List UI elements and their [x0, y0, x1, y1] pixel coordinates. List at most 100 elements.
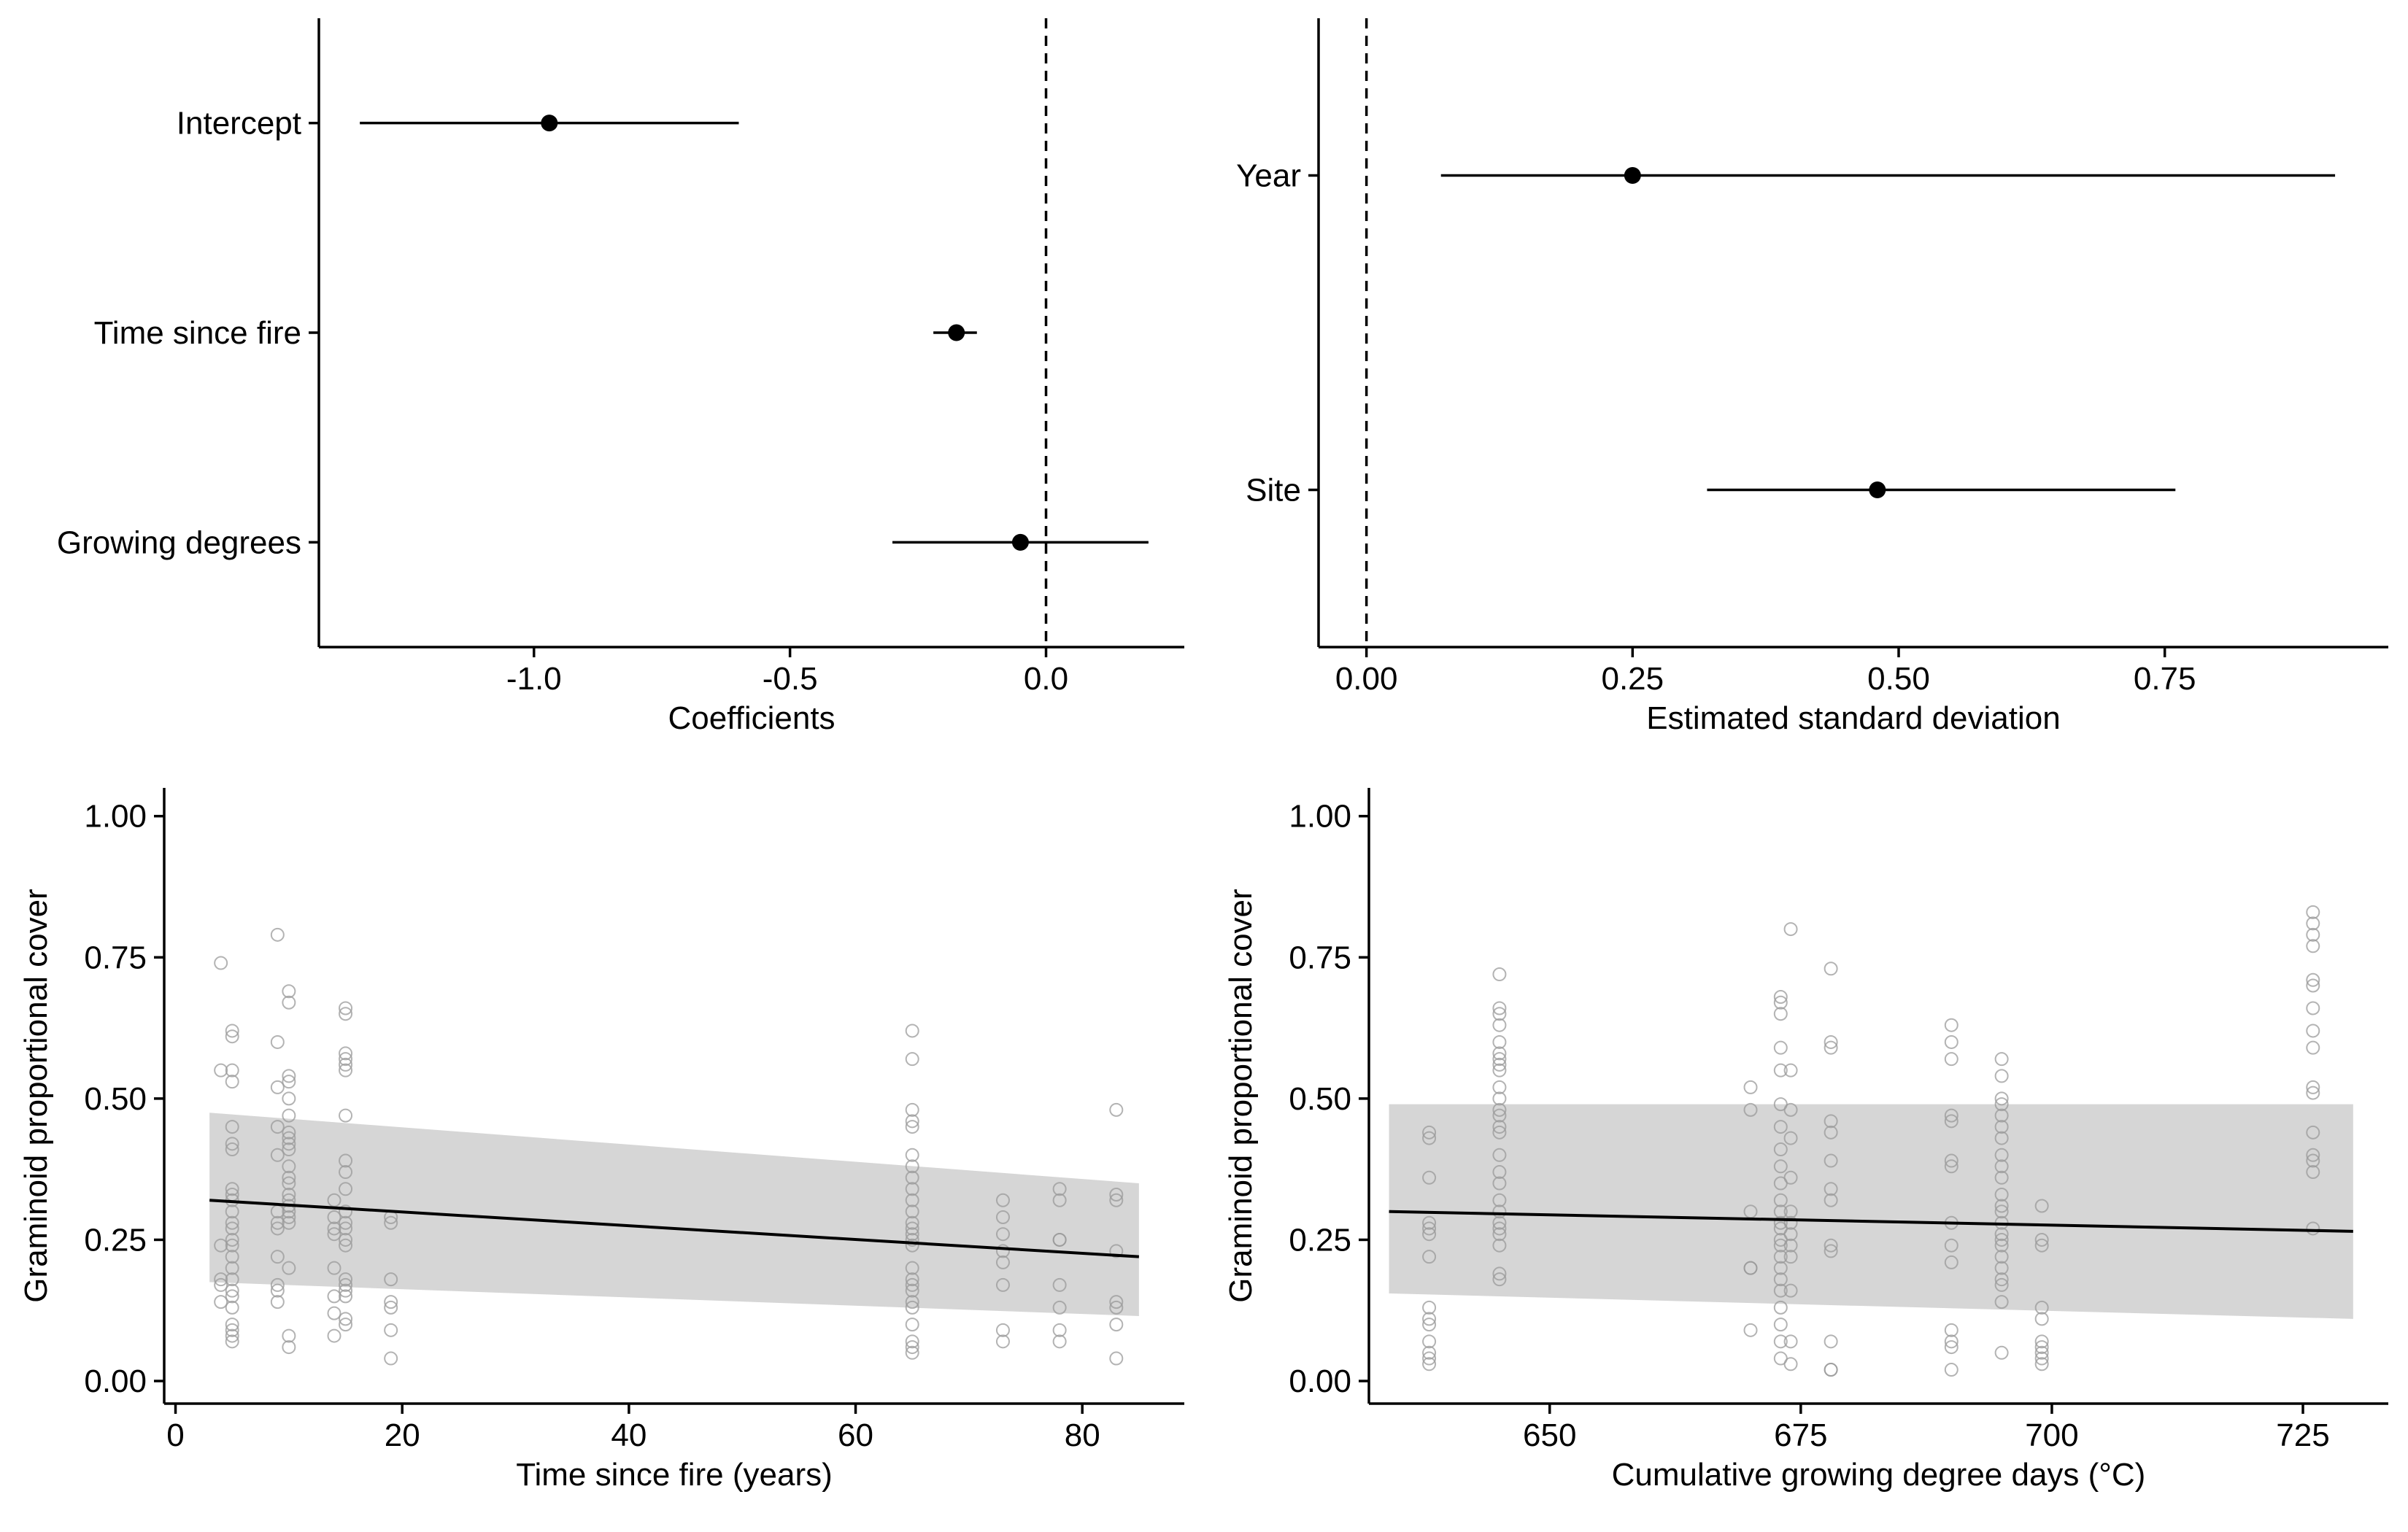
data-point: [905, 1261, 919, 1275]
data-point: [1944, 1340, 1959, 1355]
data-point: [270, 1034, 285, 1049]
data-point: [225, 1261, 239, 1275]
data-point: [1109, 1102, 1124, 1117]
data-point: [1422, 1318, 1437, 1332]
data-point: [1492, 1148, 1507, 1162]
data-point: [1743, 1102, 1758, 1117]
data-point: [1773, 989, 1788, 1004]
data-point: [1773, 1261, 1788, 1275]
data-point: [2034, 1300, 2049, 1315]
standard-deviation-panel: Year Site 0.00 0.25 0.50 0.75 Estimated standa…: [1236, 18, 2388, 736]
data-point: [282, 1328, 296, 1343]
data-point: [327, 1210, 341, 1224]
data-point: [995, 1227, 1010, 1242]
data-point: [905, 1272, 919, 1287]
data-point: [225, 1289, 239, 1304]
data-point: [282, 1188, 296, 1202]
data-point: [1944, 1114, 1959, 1129]
data-point: [1994, 1120, 2009, 1134]
data-point: [1994, 1261, 2009, 1275]
data-point: [1994, 1091, 2009, 1106]
data-point: [1773, 1007, 1788, 1021]
data-point: [1492, 1221, 1507, 1236]
data-point: [339, 1283, 353, 1298]
x-axis-title: Estimated standard deviation: [1646, 700, 2060, 736]
y-category-label: Time since fire: [94, 315, 301, 351]
data-point: [282, 1142, 296, 1157]
data-point: [270, 1120, 285, 1134]
data-point: [270, 1295, 285, 1309]
data-point: [270, 1148, 285, 1162]
data-point: [1824, 1040, 1838, 1055]
data-point: [1773, 1193, 1788, 1207]
data-point: [905, 1204, 919, 1219]
data-point: [282, 1170, 296, 1185]
y-tick-label: 0.25: [84, 1222, 147, 1258]
data-point: [1824, 962, 1838, 976]
data-point: [1944, 1238, 1959, 1253]
data-point: [282, 1108, 296, 1123]
data-point: [1994, 1227, 2009, 1242]
x-tick-label: 700: [2025, 1417, 2078, 1453]
data-point: [1783, 922, 1798, 937]
data-point: [384, 1295, 398, 1309]
data-point: [270, 1277, 285, 1292]
data-point: [905, 1227, 919, 1242]
data-point: [2034, 1232, 2049, 1247]
data-point: [1743, 1261, 1758, 1275]
data-point: [225, 1182, 239, 1196]
growing-degree-days-panel: 0.00 0.25 0.50 0.75 1.00 Graminoid proportion…: [1223, 788, 2388, 1493]
data-point: [1824, 1153, 1838, 1168]
data-point: [2306, 1001, 2320, 1015]
data-point: [1422, 1221, 1437, 1236]
data-point: [1994, 1272, 2009, 1287]
data-point: [225, 1250, 239, 1264]
y-tick-label: 0.00: [84, 1363, 147, 1399]
data-point: [339, 1312, 353, 1326]
data-point: [1492, 1052, 1507, 1067]
data-point: [1492, 1204, 1507, 1219]
x-axis-title: Coefficients: [668, 700, 835, 736]
data-point: [282, 984, 296, 999]
data-point: [905, 1221, 919, 1236]
y-category-label: Growing degrees: [57, 525, 301, 560]
data-point: [905, 1193, 919, 1207]
data-point: [2306, 1040, 2320, 1055]
data-point: [270, 1283, 285, 1298]
data-point: [1773, 1159, 1788, 1174]
data-point: [225, 1024, 239, 1038]
data-point: [1783, 1102, 1798, 1117]
data-point: [2034, 1199, 2049, 1213]
data-point: [282, 1210, 296, 1224]
data-point: [1492, 1193, 1507, 1207]
data-point: [1783, 1227, 1798, 1242]
data-point: [1743, 1323, 1758, 1337]
data-point: [905, 1283, 919, 1298]
data-point: [2306, 1024, 2320, 1038]
data-point: [2306, 927, 2320, 942]
data-point: [1492, 1007, 1507, 1021]
data-point: [225, 1120, 239, 1134]
data-point: [339, 1289, 353, 1304]
data-point: [225, 1272, 239, 1287]
data-point: [1783, 1204, 1798, 1219]
data-point: [1994, 1238, 2009, 1253]
data-point: [225, 1238, 239, 1253]
data-point: [905, 1102, 919, 1117]
data-point: [1944, 1255, 1959, 1269]
data-point: [270, 927, 285, 942]
data-point: [1824, 1125, 1838, 1140]
data-point: [1994, 1232, 2009, 1247]
data-point: [1994, 1131, 2009, 1145]
data-point: [1824, 1193, 1838, 1207]
data-point: [905, 1114, 919, 1129]
estimate-point: [1869, 481, 1886, 498]
x-tick-label: -0.5: [763, 661, 818, 697]
data-point: [225, 1232, 239, 1247]
data-point: [905, 1300, 919, 1315]
data-point: [339, 1153, 353, 1168]
data-point: [1052, 1232, 1067, 1247]
data-point: [2306, 1165, 2320, 1180]
y-tick-label: 0.75: [84, 940, 147, 975]
data-point: [225, 1142, 239, 1157]
